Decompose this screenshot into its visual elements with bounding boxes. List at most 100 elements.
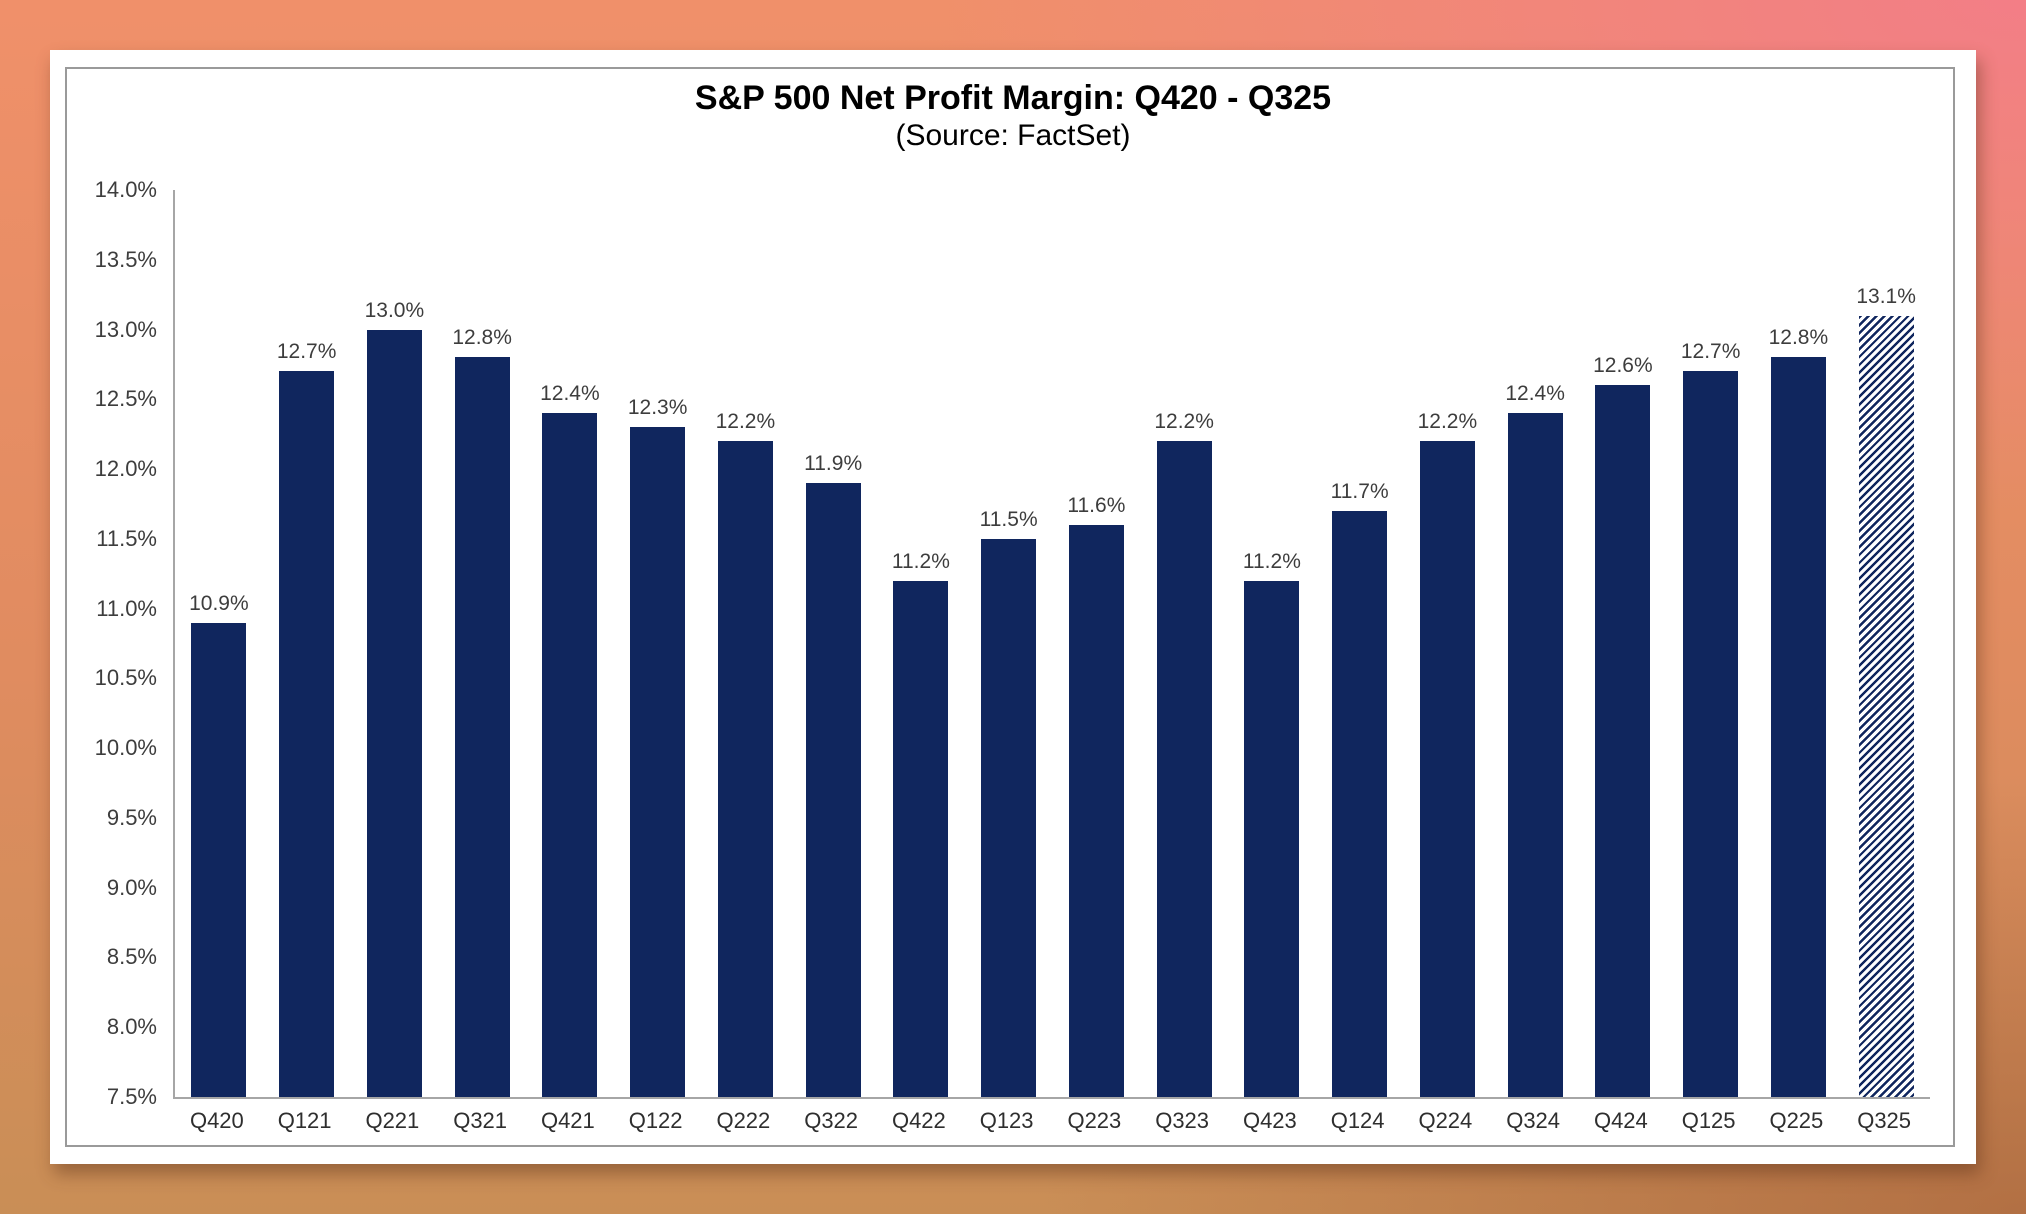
x-tick-label: Q122: [628, 1108, 683, 1133]
x-tick-label: Q125: [1681, 1108, 1736, 1133]
bar: [1244, 580, 1300, 1097]
bar-value-label: 10.9%: [189, 591, 249, 615]
bar-value-label: 12.7%: [276, 340, 337, 364]
y-tick-label: 8.5%: [106, 944, 157, 970]
bar: [1419, 441, 1475, 1097]
bar: [630, 427, 686, 1097]
bar-value-label: 12.4%: [540, 382, 600, 406]
bar-value-label: 12.4%: [1505, 382, 1565, 406]
y-tick-label: 9.5%: [106, 804, 157, 830]
x-tick-label: Q121: [277, 1108, 332, 1133]
x-tick-label: Q424: [1593, 1108, 1648, 1133]
bar-value-label: 13.1%: [1856, 284, 1916, 308]
bar-column: 13.1%: [1842, 190, 1930, 1097]
bar-column: 11.5%: [965, 190, 1053, 1097]
x-tick-label: Q222: [716, 1108, 771, 1133]
x-tick-label: Q322: [804, 1108, 859, 1133]
bar-column: 11.7%: [1316, 190, 1404, 1097]
x-tick-label: Q422: [891, 1108, 946, 1133]
bar: [366, 329, 422, 1097]
bar-column: 10.9%: [175, 190, 263, 1097]
bar: [1595, 385, 1651, 1097]
x-tick-label: Q421: [540, 1108, 595, 1133]
x-tick-label: Q420: [189, 1108, 244, 1133]
bar: [454, 357, 510, 1097]
bar-value-label: 11.2%: [891, 549, 950, 573]
bar: [805, 483, 861, 1097]
plot-area: 10.9% 12.7% 13.0% 12.8% 12.4% 12.3% 12.2% 11.9%…: [173, 190, 1930, 1099]
bar-column: 11.6%: [1053, 190, 1141, 1097]
bar-column: 12.2%: [702, 190, 790, 1097]
bar: [981, 538, 1037, 1097]
bar-value-label: 12.6%: [1593, 354, 1653, 378]
y-tick-label: 13.0%: [94, 316, 157, 342]
bar-column: 12.7%: [263, 190, 351, 1097]
x-tick-label: Q423: [1242, 1108, 1297, 1133]
bar-column: 12.8%: [438, 190, 526, 1097]
bar: [1770, 357, 1826, 1097]
bar: [1332, 510, 1388, 1097]
bar-column: 11.2%: [877, 190, 965, 1097]
x-axis-labels: Q420 Q121 Q221 Q321 Q421 Q122 Q222 Q322 Q422 Q123…: [173, 1108, 1928, 1134]
bar: [1683, 371, 1739, 1097]
bar: [717, 441, 773, 1097]
bar: [1156, 441, 1212, 1097]
bar-value-label: 12.2%: [1417, 410, 1478, 434]
bar-column: 12.3%: [614, 190, 702, 1097]
bar-value-label: 12.8%: [452, 326, 512, 350]
bar-column: 13.0%: [351, 190, 439, 1097]
bar: [893, 580, 949, 1097]
bar-column: 11.2%: [1228, 190, 1316, 1097]
bar: [191, 622, 247, 1097]
bar-column: 11.9%: [789, 190, 877, 1097]
bar-value-label: 11.6%: [1067, 493, 1126, 517]
bar: [279, 371, 335, 1097]
y-tick-label: 12.0%: [94, 456, 157, 482]
bar-value-label: 12.8%: [1768, 326, 1829, 350]
y-tick-label: 11.0%: [96, 595, 157, 621]
bar-value-label: 12.7%: [1680, 340, 1741, 364]
x-tick-label: Q225: [1769, 1108, 1824, 1133]
y-tick-label: 7.5%: [106, 1084, 157, 1109]
y-tick-label: 13.5%: [94, 246, 157, 272]
chart-panel: S&P 500 Net Profit Margin: Q420 - Q325 (…: [50, 50, 1976, 1164]
x-tick-label: Q323: [1155, 1108, 1210, 1133]
chart-subtitle: (Source: FactSet): [895, 119, 1131, 153]
x-tick-label: Q325: [1857, 1108, 1912, 1133]
y-tick-label: 8.0%: [106, 1014, 157, 1040]
bar-value-label: 12.3%: [627, 396, 688, 420]
bar-column: 12.6%: [1579, 190, 1667, 1097]
bar-column: 12.2%: [1140, 190, 1228, 1097]
bar-value-label: 11.5%: [979, 507, 1038, 531]
bar: [542, 413, 598, 1097]
bar-column: 12.8%: [1755, 190, 1843, 1097]
y-tick-label: 11.5%: [96, 525, 157, 551]
bar-column: 12.7%: [1667, 190, 1755, 1097]
bar-value-label: 12.2%: [1154, 410, 1214, 434]
bar: [1068, 524, 1124, 1097]
bar: [1507, 413, 1563, 1097]
x-tick-label: Q223: [1067, 1108, 1122, 1133]
chart-title: S&P 500 Net Profit Margin: Q420 - Q325: [694, 79, 1332, 117]
bar-value-label: 12.2%: [715, 410, 776, 434]
bar-hatched: [1858, 315, 1914, 1097]
x-tick-label: Q221: [365, 1108, 420, 1133]
bar-column: 12.2%: [1404, 190, 1492, 1097]
y-tick-label: 14.0%: [94, 177, 157, 202]
y-tick-label: 10.5%: [94, 665, 157, 691]
x-tick-label: Q124: [1330, 1108, 1385, 1133]
bar-column: 12.4%: [526, 190, 614, 1097]
x-tick-label: Q324: [1506, 1108, 1561, 1133]
chart-title-block: S&P 500 Net Profit Margin: Q420 - Q325 (…: [50, 79, 1976, 154]
bar-value-label: 11.2%: [1242, 549, 1301, 573]
x-tick-label: Q224: [1418, 1108, 1473, 1133]
y-tick-label: 10.0%: [94, 735, 157, 761]
bar-value-label: 13.0%: [364, 298, 425, 322]
x-tick-label: Q123: [979, 1108, 1034, 1133]
y-tick-label: 9.0%: [106, 874, 157, 900]
y-tick-label: 12.5%: [94, 386, 157, 412]
bar-column: 12.4%: [1491, 190, 1579, 1097]
bar-value-label: 11.9%: [804, 452, 863, 476]
x-tick-label: Q321: [453, 1108, 508, 1133]
bar-value-label: 11.7%: [1330, 479, 1389, 503]
